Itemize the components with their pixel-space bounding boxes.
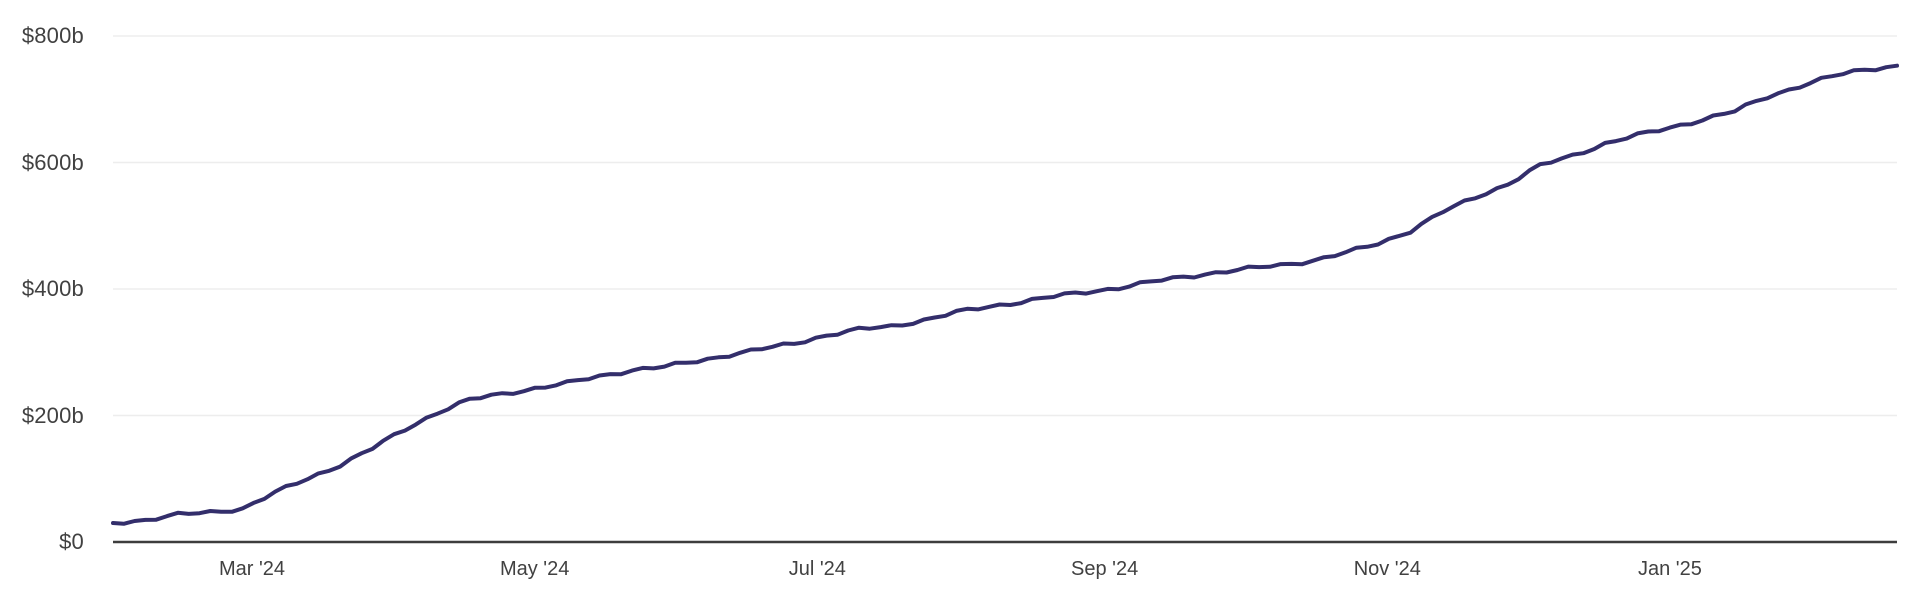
y-axis-label-800b: $800b [21, 23, 84, 48]
x-axis-label-jul24: Jul '24 [788, 558, 846, 580]
x-axis-label-jan25: Jan '25 [1638, 558, 1702, 580]
x-axis-label-mar24: Mar '24 [218, 558, 286, 580]
x-axis-label-may24: May '24 [499, 558, 570, 580]
y-axis-label-400b: $400b [21, 276, 84, 301]
y-axis-label-200b: $200b [21, 402, 84, 428]
y-axis-label-0: $0 [59, 529, 84, 554]
line-series[interactable] [111, 63, 1899, 526]
y-axis-label-600b: $600b [21, 149, 84, 175]
x-axis-label-nov24: Nov '24 [1353, 558, 1421, 580]
x-axis-label-sep24: Sep '24 [1071, 558, 1139, 580]
gridlines [113, 35, 1897, 544]
